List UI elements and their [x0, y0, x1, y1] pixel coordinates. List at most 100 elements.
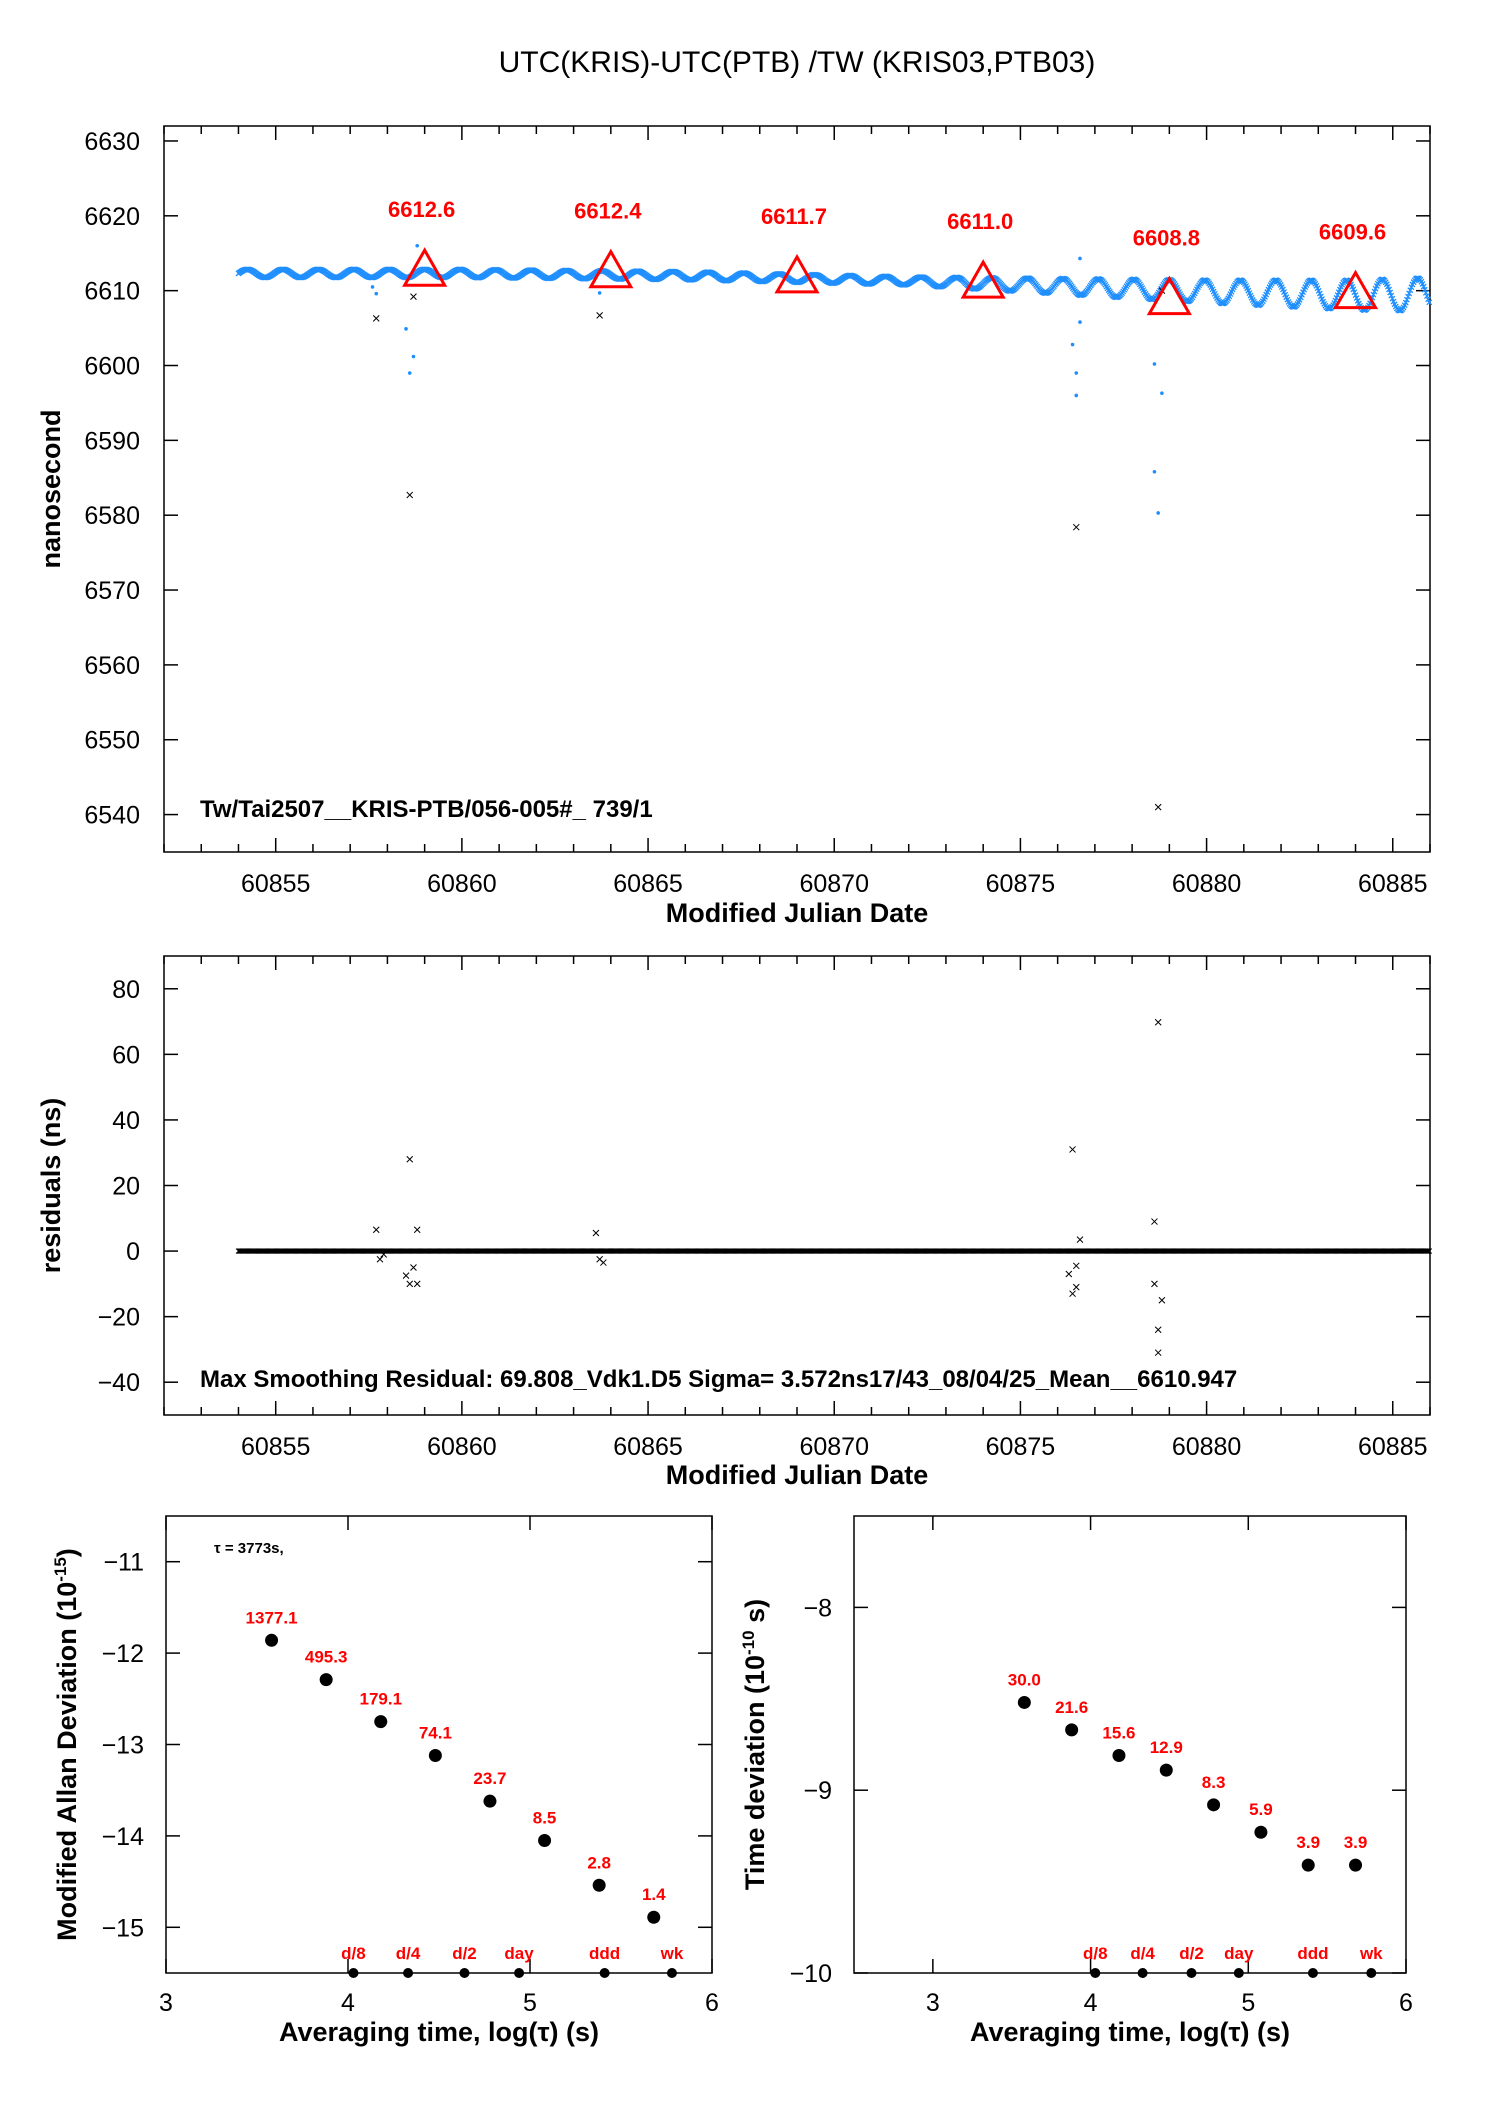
x-tick-label: 60855: [241, 1433, 311, 1461]
residual-outlier: [1076, 1236, 1084, 1243]
outlier-point: [1070, 342, 1075, 347]
outlier-point: [1078, 320, 1082, 324]
residuals-plot-frame: [163, 955, 1431, 1416]
offset-plot-frame: [163, 125, 1431, 853]
period-marker: [1090, 1968, 1101, 1978]
x-tick-label: 4: [1084, 1989, 1098, 2017]
residual-series: [235, 1248, 1433, 1254]
deviation-label: 1.4: [642, 1885, 666, 1904]
y-tick-label: 6560: [84, 652, 140, 680]
y-axis-title: residuals (ns): [36, 1098, 66, 1274]
deviation-label: 21.6: [1055, 1698, 1088, 1717]
deviation-label: 8.5: [533, 1808, 557, 1827]
y-tick-label: 6580: [84, 502, 140, 530]
y-tick-label: 80: [112, 976, 140, 1004]
time-offset-panel: 60855 60860 60865 60870 60875 60880 60885 6540 6…: [36, 125, 1433, 928]
residual-outlier: [1151, 1218, 1158, 1225]
period-label: d/2: [1179, 1944, 1204, 1963]
y-tick-label: 6600: [84, 353, 140, 381]
period-label: day: [504, 1944, 534, 1963]
x-axis-title: Modified Julian Date: [666, 898, 929, 928]
x-tick-label: 60865: [613, 870, 683, 898]
period-marker: [1307, 1968, 1318, 1978]
deviation-label: 495.3: [305, 1648, 348, 1667]
period-label: d/2: [452, 1944, 477, 1963]
deviation-label: 3.9: [1296, 1833, 1320, 1852]
y-axis-title: Time deviation (10-10 s): [739, 1599, 770, 1890]
period-label: d/8: [1083, 1944, 1108, 1963]
y-axis-title: nanosecond: [36, 409, 66, 568]
period-marker: [403, 1968, 414, 1978]
deviation-point: [1254, 1825, 1268, 1839]
x-tick-label: 60860: [427, 870, 497, 898]
residuals-panel: 60855 60860 60865 60870 60875 60880 60885 −40 −2…: [36, 955, 1433, 1490]
deviation-point: [1017, 1695, 1031, 1709]
daily-mean-triangle: [588, 248, 634, 289]
deviation-label: 2.8: [587, 1853, 611, 1872]
deviation-point: [647, 1910, 661, 1924]
y-tick-label: 6610: [84, 278, 140, 306]
outlier-point: [1156, 511, 1160, 515]
period-marker: [599, 1968, 610, 1978]
allan-deviation-panel: 3 4 5 6 −15 −14 −13 −12 −11 Averaging time, log(τ…: [51, 1515, 719, 2047]
outlier-point: [404, 327, 408, 331]
daily-mean-triangle: [402, 247, 448, 287]
period-marker: [1233, 1968, 1244, 1978]
residual-outlier: [1072, 1283, 1080, 1291]
y-tick-label: 6620: [84, 203, 140, 231]
y-tick-label: 0: [126, 1238, 140, 1266]
period-marker: [514, 1968, 525, 1978]
outlier-point: [1074, 371, 1079, 375]
period-label: d/4: [396, 1944, 421, 1963]
x-tick-label: 5: [1241, 1989, 1255, 2017]
deviation-label: 23.7: [473, 1769, 506, 1788]
deviation-point: [1207, 1798, 1221, 1812]
x-tick-label: 60880: [1172, 870, 1242, 898]
y-tick-label: 6590: [84, 427, 140, 455]
deviation-point: [428, 1748, 442, 1762]
daily-mean-label: 6608.8: [1133, 226, 1200, 251]
residual-outlier: [406, 1280, 414, 1288]
residual-outlier: [1072, 1262, 1080, 1270]
y-tick-label: 6540: [84, 802, 140, 830]
x-tick-label: 3: [159, 1989, 173, 2017]
period-label: wk: [660, 1944, 684, 1963]
outlier-cross: [406, 491, 414, 499]
deviation-point: [538, 1833, 552, 1847]
residual-outlier: [402, 1272, 410, 1280]
residual-outlier: [372, 1226, 380, 1234]
daily-mean-label: 6609.6: [1319, 220, 1386, 245]
outlier-point: [1078, 256, 1082, 261]
residual-outlier: [1065, 1270, 1073, 1278]
deviation-point: [1065, 1723, 1079, 1737]
x-tick-label: 4: [341, 1989, 355, 2017]
residual-outlier: [406, 1155, 414, 1163]
period-label: ddd: [589, 1944, 620, 1963]
residual-outlier: [1158, 1296, 1166, 1304]
deviation-point: [265, 1633, 279, 1647]
x-tick-label: 60880: [1172, 1433, 1242, 1461]
x-axis-title: Modified Julian Date: [666, 1460, 929, 1490]
daily-mean-label: 6612.4: [574, 199, 642, 224]
period-marker: [348, 1968, 359, 1978]
y-tick-label: 60: [112, 1041, 140, 1069]
y-tick-label: −20: [98, 1304, 140, 1332]
residual-outlier: [600, 1259, 607, 1266]
daily-mean-label: 6611.7: [761, 204, 827, 229]
deviation-point: [319, 1673, 333, 1687]
deviation-point: [1159, 1763, 1173, 1777]
residual-outlier: [380, 1250, 388, 1258]
residual-outlier: [592, 1229, 600, 1237]
daily-mean-triangle: [774, 253, 820, 294]
run-annotation: Tw/Tai2507__KRIS-PTB/056-005#_ 739/1: [200, 796, 653, 823]
period-label: wk: [1359, 1944, 1383, 1963]
period-marker: [459, 1968, 470, 1978]
deviation-point: [1349, 1858, 1363, 1872]
x-tick-label: 60870: [799, 870, 869, 898]
figure-title: UTC(KRIS)-UTC(PTB) /TW (KRIS03,PTB03): [499, 46, 1096, 79]
outlier-cross: [1154, 803, 1162, 811]
outlier-point: [415, 243, 420, 248]
x-tick-label: 60860: [427, 1433, 497, 1461]
outlier-point: [1074, 393, 1079, 398]
